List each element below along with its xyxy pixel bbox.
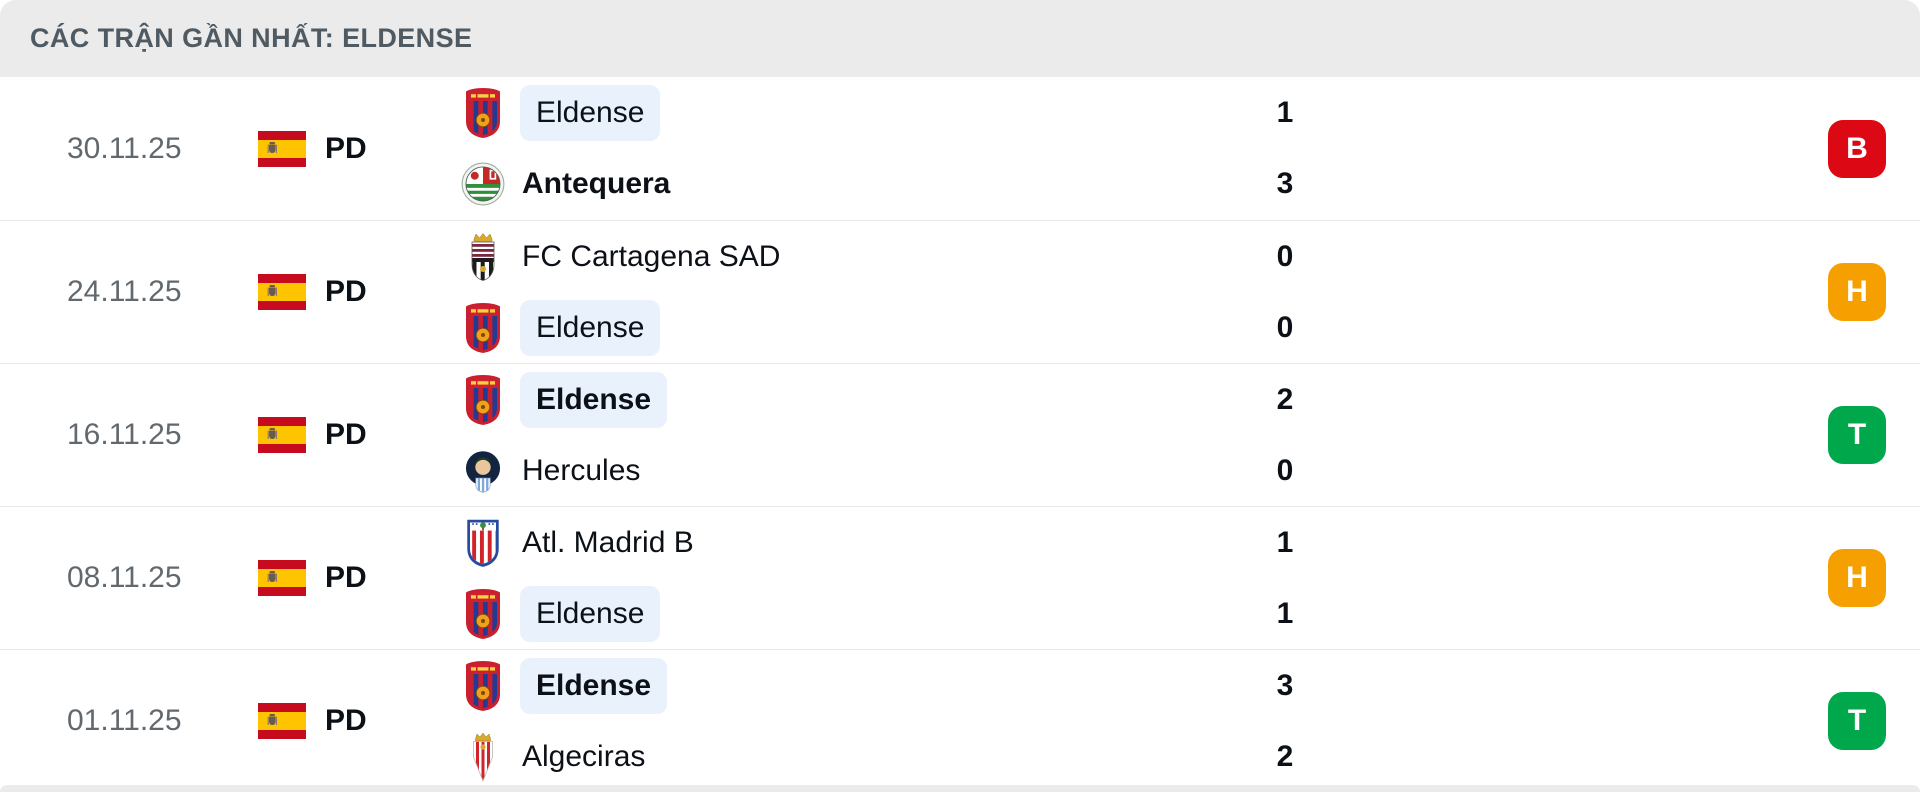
team-name[interactable]: Atl. Madrid B xyxy=(522,526,694,559)
away-score: 0 xyxy=(1276,311,1294,344)
competition-label: PD xyxy=(325,131,367,165)
score-column: 2 0 xyxy=(1245,364,1325,506)
match-date: 01.11.25 xyxy=(67,704,182,737)
eldense-crest-icon xyxy=(460,301,506,355)
home-team[interactable]: Eldense xyxy=(460,372,668,428)
away-team[interactable]: Antequera xyxy=(460,156,672,212)
match-date: 16.11.25 xyxy=(67,418,182,451)
antequera-crest-icon xyxy=(460,157,506,211)
home-score: 2 xyxy=(1276,383,1294,416)
away-team[interactable]: Hercules xyxy=(460,443,642,499)
spain-flag-icon xyxy=(258,560,306,596)
match-date: 30.11.25 xyxy=(67,131,182,165)
away-score: 2 xyxy=(1276,740,1294,773)
eldense-crest-icon xyxy=(460,587,506,641)
teams-column: Eldense Antequera xyxy=(460,77,1220,220)
match-date: 08.11.25 xyxy=(67,561,182,594)
hercules-crest-icon xyxy=(460,444,506,498)
result-badge: T xyxy=(1828,406,1886,464)
away-score: 0 xyxy=(1276,454,1294,487)
eldense-crest-icon xyxy=(460,373,506,427)
match-date: 24.11.25 xyxy=(67,275,182,308)
teams-column: Eldense Algeciras xyxy=(460,650,1220,792)
home-score: 1 xyxy=(1276,96,1294,129)
match-row[interactable]: 08.11.25 PD Atl. Madrid B Eldense 1 1 xyxy=(0,506,1920,649)
eldense-crest-icon xyxy=(460,86,506,140)
home-score: 0 xyxy=(1276,240,1294,273)
team-name[interactable]: FC Cartagena SAD xyxy=(522,240,781,273)
section-header: CÁC TRẬN GẦN NHẤT: ELDENSE xyxy=(0,0,1920,77)
home-score: 3 xyxy=(1276,669,1294,702)
score-column: 0 0 xyxy=(1245,221,1325,363)
atletico-b-crest-icon xyxy=(460,516,506,570)
team-name[interactable]: Eldense xyxy=(520,586,661,642)
spain-flag-icon xyxy=(258,703,306,739)
cartagena-crest-icon xyxy=(460,230,506,284)
competition-label: PD xyxy=(325,418,367,451)
home-team[interactable]: Eldense xyxy=(460,658,668,714)
team-name[interactable]: Eldense xyxy=(520,300,661,356)
teams-column: FC Cartagena SAD Eldense xyxy=(460,221,1220,363)
team-name[interactable]: Hercules xyxy=(522,454,641,487)
home-team[interactable]: FC Cartagena SAD xyxy=(460,229,782,285)
match-row[interactable]: 24.11.25 PD FC Cartagena SAD Eldense 0 0 xyxy=(0,220,1920,363)
team-name[interactable]: Eldense xyxy=(520,372,668,428)
home-score: 1 xyxy=(1276,526,1294,559)
away-score: 3 xyxy=(1276,167,1294,200)
competition-label: PD xyxy=(325,275,367,308)
spain-flag-icon xyxy=(258,131,306,167)
result-badge: H xyxy=(1828,549,1886,607)
competition-label: PD xyxy=(325,561,367,594)
score-column: 1 1 xyxy=(1245,507,1325,649)
spain-flag-icon xyxy=(258,417,306,453)
away-team[interactable]: Eldense xyxy=(460,586,661,642)
match-row[interactable]: 16.11.25 PD Eldense Hercules 2 0 T xyxy=(0,363,1920,506)
match-row[interactable]: 30.11.25 PD Eldense Antequera 1 3 B xyxy=(0,77,1920,220)
score-column: 1 3 xyxy=(1245,77,1325,220)
away-score: 1 xyxy=(1276,597,1294,630)
home-team[interactable]: Atl. Madrid B xyxy=(460,515,696,571)
matches-list: 30.11.25 PD Eldense Antequera 1 3 B xyxy=(0,77,1920,792)
score-column: 3 2 xyxy=(1245,650,1325,792)
eldense-crest-icon xyxy=(460,659,506,713)
away-team[interactable]: Algeciras xyxy=(460,729,647,785)
result-badge: T xyxy=(1828,692,1886,750)
algeciras-crest-icon xyxy=(460,730,506,784)
spain-flag-icon xyxy=(258,274,306,310)
match-row[interactable]: 01.11.25 PD Eldense Algeciras 3 2 T xyxy=(0,649,1920,792)
home-team[interactable]: Eldense xyxy=(460,85,661,141)
competition-label: PD xyxy=(325,704,367,737)
team-name[interactable]: Eldense xyxy=(520,85,661,141)
team-name[interactable]: Algeciras xyxy=(522,740,646,773)
away-team[interactable]: Eldense xyxy=(460,300,661,356)
next-section-top-edge xyxy=(0,785,1920,792)
team-name[interactable]: Eldense xyxy=(520,658,668,714)
result-badge: B xyxy=(1828,119,1886,178)
team-name[interactable]: Antequera xyxy=(522,167,671,200)
section-title: CÁC TRẬN GẦN NHẤT: ELDENSE xyxy=(30,23,473,53)
teams-column: Atl. Madrid B Eldense xyxy=(460,507,1220,649)
result-badge: H xyxy=(1828,263,1886,321)
teams-column: Eldense Hercules xyxy=(460,364,1220,506)
